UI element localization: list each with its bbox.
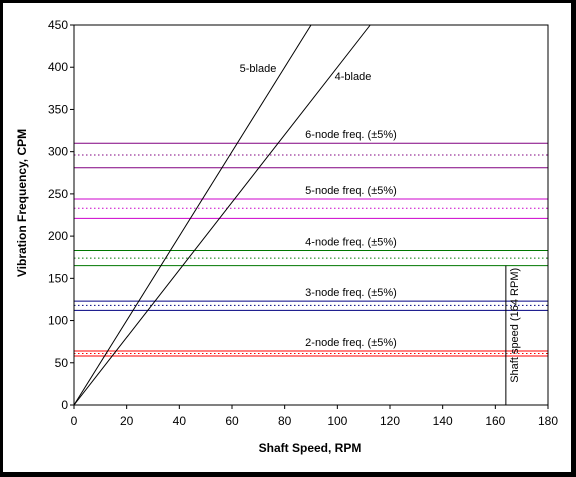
series-line	[73, 24, 371, 406]
band-label: 6-node freq. (±5%)	[305, 129, 397, 141]
x-tick-label: 60	[225, 414, 239, 428]
y-tick-label: 350	[48, 102, 68, 116]
x-tick-label: 0	[71, 414, 78, 428]
band-label: 3-node freq. (±5%)	[305, 287, 397, 299]
x-tick-label: 140	[433, 414, 453, 428]
y-tick-label: 50	[55, 356, 69, 370]
vibration-frequency-chart: 6-node freq. (±5%) 5-node freq. (±5%) 4-no…	[15, 18, 558, 455]
x-tick-label: 180	[538, 414, 558, 428]
shaft-speed-label: Shaft speed (164 RPM)	[509, 268, 521, 383]
band-label: 2-node freq. (±5%)	[305, 337, 397, 349]
y-tick-label: 200	[48, 229, 68, 243]
y-tick-label: 0	[61, 398, 68, 412]
x-tick-label: 20	[120, 414, 134, 428]
series-line	[73, 24, 312, 406]
series-label: 4-blade	[335, 71, 372, 83]
y-tick-label: 100	[48, 314, 68, 328]
y-tick-label: 400	[48, 60, 68, 74]
y-tick-label: 450	[48, 18, 68, 32]
y-tick-label: 300	[48, 145, 68, 159]
chart-frame: 6-node freq. (±5%) 5-node freq. (±5%) 4-no…	[3, 3, 571, 472]
series-label: 5-blade	[240, 63, 277, 75]
band-label: 4-node freq. (±5%)	[305, 236, 397, 248]
y-axis-title: Vibration Frequency, CPM	[15, 129, 29, 277]
x-tick-label: 160	[485, 414, 505, 428]
x-axis-title: Shaft Speed, RPM	[259, 441, 362, 455]
x-tick-label: 120	[380, 414, 400, 428]
x-tick-label: 40	[173, 414, 187, 428]
band-label: 5-node freq. (±5%)	[305, 185, 397, 197]
x-tick-label: 80	[278, 414, 292, 428]
y-tick-label: 150	[48, 271, 68, 285]
y-tick-label: 250	[48, 187, 68, 201]
x-tick-label: 100	[327, 414, 347, 428]
plot-area-border	[73, 24, 549, 406]
